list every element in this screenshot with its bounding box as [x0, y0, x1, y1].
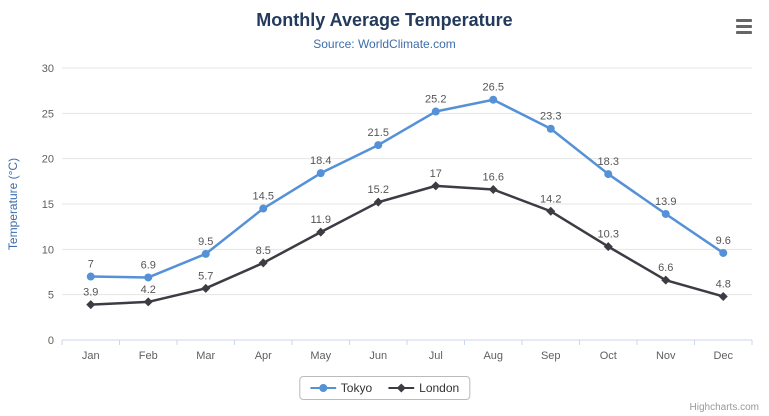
data-point-tokyo[interactable]	[661, 209, 670, 218]
legend-marker-london	[388, 383, 415, 393]
chart-title: Monthly Average Temperature	[256, 10, 513, 30]
x-axis-label: Nov	[656, 350, 676, 362]
y-axis-tick-label: 5	[48, 290, 54, 302]
y-axis-title: Temperature (°C)	[6, 158, 20, 250]
x-axis-label: Jul	[429, 350, 443, 362]
legend-item-london[interactable]: London	[388, 381, 459, 395]
y-axis-tick-label: 30	[42, 63, 54, 75]
data-label-london: 17	[430, 168, 442, 180]
hamburger-menu-icon[interactable]	[733, 16, 755, 36]
data-point-london[interactable]	[143, 297, 153, 307]
y-axis-tick-label: 10	[42, 244, 54, 256]
y-axis-tick-label: 0	[48, 335, 54, 347]
data-point-tokyo[interactable]	[316, 169, 325, 178]
data-point-tokyo[interactable]	[144, 273, 153, 282]
legend-label-tokyo: Tokyo	[340, 381, 373, 395]
data-point-tokyo[interactable]	[259, 204, 268, 213]
x-axis-label: Mar	[196, 350, 215, 362]
data-label-london: 8.5	[256, 245, 271, 257]
data-label-london: 11.9	[310, 214, 331, 226]
data-label-london: 15.2	[368, 184, 389, 196]
data-label-london: 10.3	[598, 229, 619, 241]
series-line-tokyo	[90, 98, 724, 279]
legend-item-tokyo[interactable]: Tokyo	[309, 381, 373, 395]
hamburger-bar	[736, 18, 752, 22]
data-label-london: 14.2	[540, 193, 561, 205]
data-point-london[interactable]	[488, 184, 498, 194]
data-label-london: 5.7	[198, 270, 213, 282]
hamburger-bar	[736, 30, 752, 34]
data-label-tokyo: 21.5	[368, 127, 389, 139]
data-label-tokyo: 9.5	[198, 236, 213, 248]
x-axis-label: Feb	[139, 350, 158, 362]
data-point-tokyo[interactable]	[431, 107, 440, 116]
x-axis-label: May	[310, 350, 331, 362]
data-point-tokyo[interactable]	[604, 170, 613, 179]
data-point-london[interactable]	[718, 291, 728, 301]
data-label-london: 16.6	[483, 171, 504, 183]
data-point-tokyo[interactable]	[374, 141, 383, 150]
data-label-tokyo: 7	[88, 259, 94, 271]
data-label-london: 3.9	[83, 287, 98, 299]
data-label-tokyo: 9.6	[716, 235, 731, 247]
data-label-tokyo: 26.5	[483, 82, 504, 94]
data-point-london[interactable]	[373, 197, 383, 207]
x-axis-label: Aug	[483, 350, 503, 362]
y-axis-tick-label: 15	[42, 199, 54, 211]
legend: Tokyo London	[298, 376, 471, 400]
series-line-london	[90, 184, 724, 306]
data-point-london[interactable]	[316, 227, 326, 237]
data-label-london: 4.2	[141, 284, 156, 296]
data-label-tokyo: 14.5	[253, 191, 274, 203]
x-axis-label: Sep	[541, 350, 561, 362]
x-axis-label: Jun	[369, 350, 387, 362]
data-point-tokyo[interactable]	[86, 272, 95, 281]
data-point-tokyo[interactable]	[201, 249, 210, 258]
data-point-tokyo[interactable]	[489, 95, 498, 104]
data-label-tokyo: 25.2	[425, 94, 446, 106]
data-label-tokyo: 18.3	[598, 156, 619, 168]
data-point-london[interactable]	[86, 300, 96, 310]
data-point-london[interactable]	[431, 181, 441, 191]
y-axis-tick-label: 25	[42, 108, 54, 120]
hamburger-bar	[736, 24, 752, 28]
highcharts-credits-link[interactable]: Highcharts.com	[689, 402, 759, 413]
data-point-london[interactable]	[603, 242, 613, 252]
data-point-london[interactable]	[258, 258, 268, 268]
x-axis-label: Apr	[255, 350, 272, 362]
data-label-tokyo: 6.9	[141, 259, 156, 271]
data-label-tokyo: 18.4	[310, 155, 331, 167]
x-axis-label: Oct	[600, 350, 617, 362]
data-point-london[interactable]	[546, 206, 556, 216]
legend-marker-tokyo	[309, 384, 336, 392]
data-point-tokyo[interactable]	[719, 248, 728, 257]
x-axis-label: Jan	[82, 350, 100, 362]
y-axis-tick-label: 20	[42, 154, 54, 166]
data-label-london: 4.8	[716, 278, 731, 290]
data-label-tokyo: 13.9	[655, 196, 676, 208]
legend-label-london: London	[419, 381, 460, 395]
data-label-london: 6.6	[658, 262, 673, 274]
data-point-tokyo[interactable]	[546, 124, 555, 133]
chart-subtitle: Source: WorldClimate.com	[313, 37, 456, 51]
x-axis-label: Dec	[713, 350, 733, 362]
data-label-tokyo: 23.3	[540, 111, 561, 123]
data-point-london[interactable]	[201, 283, 211, 293]
data-point-london[interactable]	[661, 275, 671, 285]
